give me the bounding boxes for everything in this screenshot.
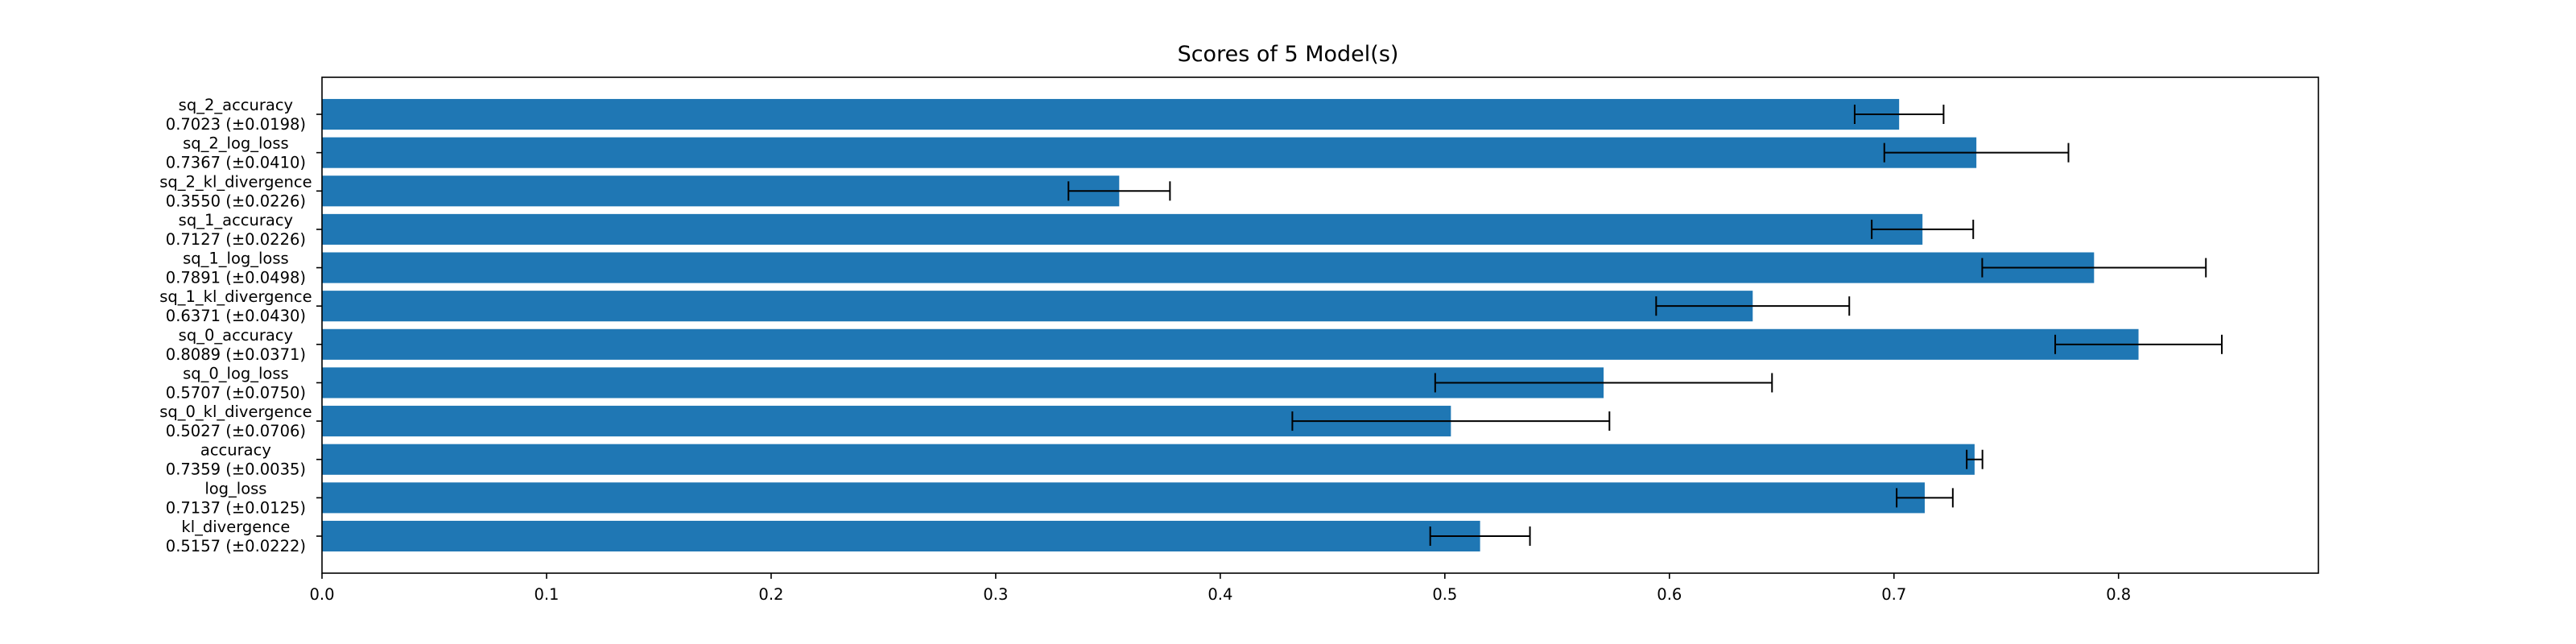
bar-sq_1_log_loss xyxy=(322,252,2095,283)
y-tick-label-score: 0.5027 (±0.0706) xyxy=(166,422,306,440)
y-tick-label-name: sq_2_kl_divergence xyxy=(159,172,312,191)
y-tick-label-name: accuracy xyxy=(200,441,271,460)
bars-layer xyxy=(322,98,2139,552)
error-bar-sq_2_accuracy xyxy=(1853,105,1945,124)
error-bar-sq_1_log_loss xyxy=(1981,258,2207,278)
x-tick-label: 0.7 xyxy=(1881,585,1906,604)
y-tick-label-score: 0.7137 (±0.0125) xyxy=(166,498,306,517)
error-bar-sq_0_accuracy xyxy=(2054,334,2223,354)
bar-log_loss xyxy=(322,482,1925,514)
bar-sq_2_log_loss xyxy=(322,137,1977,168)
error-bars-layer xyxy=(1067,105,2223,546)
y-tick-label-score: 0.7127 (±0.0226) xyxy=(166,230,306,249)
x-tick-label: 0.6 xyxy=(1657,585,1682,604)
y-tick-label-score: 0.8089 (±0.0371) xyxy=(166,345,306,364)
y-tick-label-score: 0.6371 (±0.0430) xyxy=(166,307,306,325)
plot-frame xyxy=(321,76,2319,574)
x-tick-label: 0.3 xyxy=(983,585,1008,604)
y-tick-label-name: sq_0_kl_divergence xyxy=(159,402,312,421)
x-axis-ticks: 0.0 0.1 0.2 0.3 0.4 0.5 0.6 0.7 0.8 xyxy=(309,573,2131,604)
x-tick-label: 0.1 xyxy=(534,585,559,604)
bar-sq_1_kl_divergence xyxy=(322,291,1753,322)
bar-kl_divergence xyxy=(322,520,1480,552)
bar-sq_0_log_loss xyxy=(322,367,1604,398)
error-bar-sq_0_log_loss xyxy=(1434,373,1773,393)
error-bar-sq_2_kl_divergence xyxy=(1067,181,1171,201)
y-tick-label-name: sq_2_accuracy xyxy=(179,96,293,114)
x-tick-label: 0.4 xyxy=(1208,585,1232,604)
y-tick-label-score: 0.5707 (±0.0750) xyxy=(166,383,306,402)
y-tick-label-score: 0.5157 (±0.0222) xyxy=(166,537,306,555)
error-bar-accuracy xyxy=(1966,449,1984,469)
y-tick-label-name: sq_0_accuracy xyxy=(179,326,293,345)
y-tick-label-name: sq_0_log_loss xyxy=(183,364,289,382)
error-bar-sq_0_kl_divergence xyxy=(1291,411,1611,431)
y-tick-label-score: 0.7891 (±0.0498) xyxy=(166,269,306,287)
x-tick-label: 0.8 xyxy=(2106,585,2131,604)
bar-accuracy xyxy=(322,444,1975,475)
y-tick-label-score: 0.7023 (±0.0198) xyxy=(166,115,306,134)
bar-sq_0_kl_divergence xyxy=(322,406,1451,437)
bar-sq_1_accuracy xyxy=(322,213,1923,245)
y-tick-label-score: 0.7359 (±0.0035) xyxy=(166,460,306,479)
chart-title: Scores of 5 Model(s) xyxy=(1178,42,1399,67)
error-bar-kl_divergence xyxy=(1429,526,1531,546)
error-bar-sq_2_log_loss xyxy=(1883,142,2070,163)
y-tick-label-score: 0.7367 (±0.0410) xyxy=(166,154,306,172)
bar-sq_2_accuracy xyxy=(322,98,1900,130)
bar-sq_2_kl_divergence xyxy=(322,175,1120,207)
y-tick-label-name: log_loss xyxy=(204,479,266,497)
y-tick-label-name: sq_1_log_loss xyxy=(183,250,289,268)
error-bar-sq_1_kl_divergence xyxy=(1655,296,1851,316)
error-bar-log_loss xyxy=(1896,488,1954,508)
x-tick-label: 0.5 xyxy=(1432,585,1457,604)
x-tick-label: 0.0 xyxy=(309,585,334,604)
error-bar-sq_1_accuracy xyxy=(1871,219,1975,239)
bar-sq_0_accuracy xyxy=(322,328,2139,360)
y-tick-label-name: sq_2_log_loss xyxy=(183,134,289,153)
y-tick-label-name: kl_divergence xyxy=(181,518,290,536)
y-tick-label-score: 0.3550 (±0.0226) xyxy=(166,192,306,210)
y-tick-label-name: sq_1_kl_divergence xyxy=(159,287,312,306)
y-tick-label-name: sq_1_accuracy xyxy=(179,211,293,229)
x-tick-label: 0.2 xyxy=(758,585,783,604)
